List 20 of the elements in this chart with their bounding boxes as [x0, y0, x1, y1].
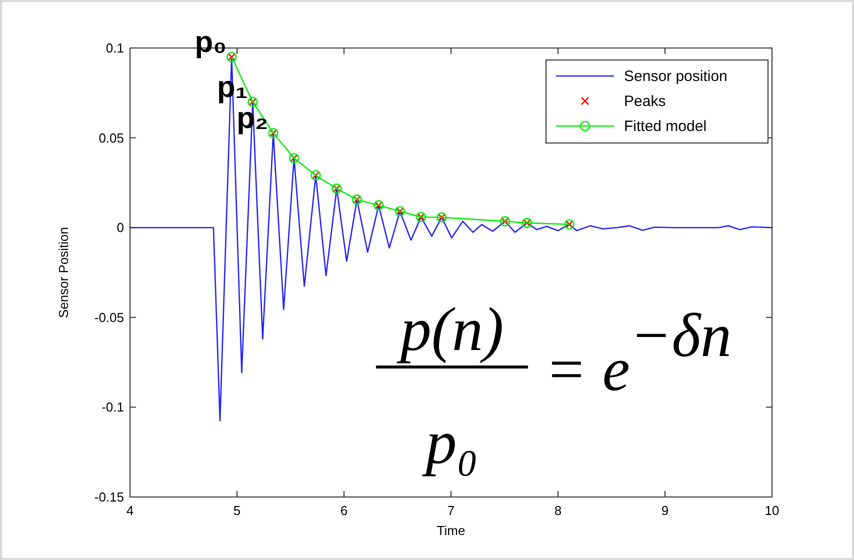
y-tick-label: -0.15 — [94, 490, 124, 504]
legend-label: Sensor position — [624, 68, 728, 85]
x-tick-label: 10 — [764, 503, 780, 518]
y-tick-label: 0.05 — [98, 130, 124, 146]
x-tick-label: 7 — [447, 503, 455, 518]
y-tick-label: -0.05 — [94, 310, 124, 325]
annotation: p₀ — [422, 409, 478, 477]
x-tick-label: 6 — [340, 503, 348, 518]
x-tick-label: 5 — [233, 503, 241, 518]
x-tick-label: 8 — [554, 503, 562, 518]
y-tick-label: 0.1 — [106, 40, 124, 56]
y-tick-label: -0.1 — [102, 400, 124, 415]
annotation: p(n) — [396, 296, 504, 364]
legend-label: Fitted model — [624, 118, 707, 135]
x-axis-title: Time — [436, 523, 466, 538]
legend-label: Peaks — [624, 93, 666, 110]
y-tick-label: 0 — [116, 220, 124, 236]
x-tick-label: 9 — [661, 503, 669, 518]
x-tick-label: 4 — [126, 503, 134, 518]
y-axis-title: Sensor Position — [56, 226, 71, 318]
